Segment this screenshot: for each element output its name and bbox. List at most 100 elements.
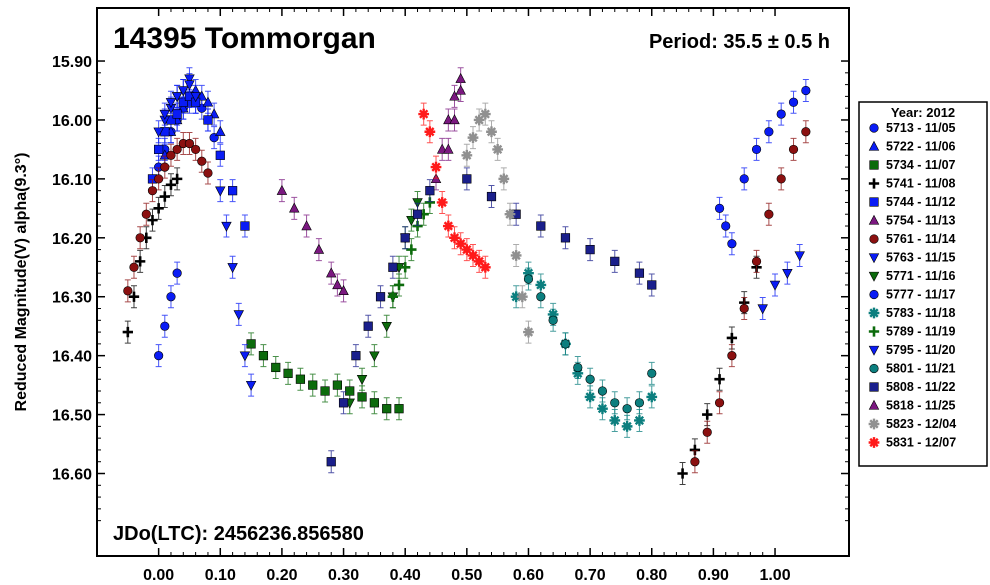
series-13 <box>153 73 805 321</box>
data-point <box>548 315 558 325</box>
chart-title: 14395 Tommorgan <box>113 22 376 55</box>
data-point <box>246 339 256 349</box>
data-point <box>714 374 725 385</box>
data-point <box>171 173 183 185</box>
data-point <box>442 220 454 232</box>
data-point <box>573 362 583 373</box>
data-point <box>449 114 460 125</box>
data-point <box>123 286 133 296</box>
legend-entry: 5801 - 11/21 <box>869 362 956 376</box>
data-point <box>184 80 195 91</box>
y-tick-label: 15.90 <box>52 54 92 71</box>
data-point <box>283 368 293 378</box>
data-point <box>240 221 250 231</box>
data-point <box>486 191 497 202</box>
data-point <box>147 186 158 196</box>
data-point <box>430 161 442 173</box>
data-point <box>203 115 213 125</box>
data-point <box>727 239 737 249</box>
data-point <box>610 256 620 266</box>
legend-label: 5818 - 11/25 <box>886 399 956 413</box>
data-point <box>418 108 430 120</box>
data-point <box>782 268 793 279</box>
data-point <box>436 197 448 208</box>
axes: 0.00 0.10 0.20 0.30 0.40 0.50 0.60 0.70 0.80 0.90… <box>52 8 849 584</box>
data-point <box>560 233 571 243</box>
legend-marker <box>869 289 879 300</box>
data-point <box>764 209 774 219</box>
data-point <box>536 221 546 231</box>
data-point <box>154 144 164 155</box>
legend-label: 5808 - 11/22 <box>886 380 956 394</box>
data-point <box>387 291 399 302</box>
data-point <box>498 173 510 185</box>
series-15 <box>326 167 657 474</box>
data-point <box>622 404 632 414</box>
legend-entry: 5734 - 11/07 <box>869 158 956 172</box>
data-point <box>338 285 349 296</box>
x-tick-label: 0.20 <box>266 567 297 584</box>
legend-entry: 5789 - 11/19 <box>868 325 956 339</box>
data-point <box>479 261 491 273</box>
data-point <box>714 203 725 213</box>
y-tick-label: 16.60 <box>52 467 92 484</box>
data-point <box>726 332 738 344</box>
data-point <box>172 144 182 155</box>
legend-entry: 5713 - 11/05 <box>869 121 956 135</box>
data-point <box>739 303 749 314</box>
legend-title: Year: 2012 <box>891 105 955 120</box>
data-point <box>147 214 158 226</box>
data-point <box>308 380 318 390</box>
data-point <box>510 291 522 303</box>
data-point <box>510 250 522 261</box>
data-point <box>727 351 737 361</box>
data-point <box>394 404 404 414</box>
legend-entry: 5763 - 11/15 <box>868 251 956 265</box>
data-point <box>382 404 392 414</box>
series-17 <box>461 102 534 344</box>
data-point <box>166 150 176 160</box>
y-tick-label: 16.30 <box>52 290 92 307</box>
series-14 <box>523 267 657 421</box>
data-point <box>135 233 145 243</box>
legend-marker <box>868 214 880 225</box>
y-tick-label: 16.20 <box>52 231 92 248</box>
x-tick-label: 0.40 <box>390 567 421 584</box>
legend-items: 5713 - 11/05 5722 - 11/06 5734 - 11/07 5741… <box>868 121 956 450</box>
data-point <box>609 415 621 426</box>
series-16 <box>443 78 466 161</box>
data-point <box>400 233 410 243</box>
data-point <box>172 109 182 119</box>
data-point <box>776 109 786 119</box>
data-point <box>461 149 473 161</box>
data-point <box>585 244 595 255</box>
data-point <box>584 391 596 403</box>
legend-marker <box>868 345 880 356</box>
data-point <box>369 398 379 408</box>
data-point <box>369 351 380 362</box>
legend-marker <box>868 399 880 410</box>
series-10 <box>154 78 811 368</box>
legend-label: 5754 - 11/13 <box>886 214 956 228</box>
x-tick-label: 0.90 <box>698 567 729 584</box>
data-point <box>801 127 811 137</box>
data-point <box>160 162 170 172</box>
data-point <box>203 168 213 178</box>
data-point <box>794 251 805 262</box>
data-point <box>462 174 472 184</box>
y-tick-label: 16.40 <box>52 349 92 366</box>
legend-label: 5783 - 11/18 <box>886 306 956 320</box>
legend-marker <box>869 160 879 170</box>
legend-entry: 5771 - 11/16 <box>868 269 956 283</box>
data-point <box>191 144 201 155</box>
data-point <box>393 279 405 291</box>
x-tick-label: 0.70 <box>575 567 606 584</box>
data-point <box>536 292 546 302</box>
data-point <box>332 380 342 390</box>
data-point <box>560 339 571 349</box>
legend-label: 5823 - 12/04 <box>886 417 956 431</box>
legend-entry: 5818 - 11/25 <box>868 399 956 413</box>
legend-entry: 5831 - 12/07 <box>868 436 956 450</box>
x-tick-label: 1.00 <box>759 567 790 584</box>
data-point <box>122 326 133 338</box>
